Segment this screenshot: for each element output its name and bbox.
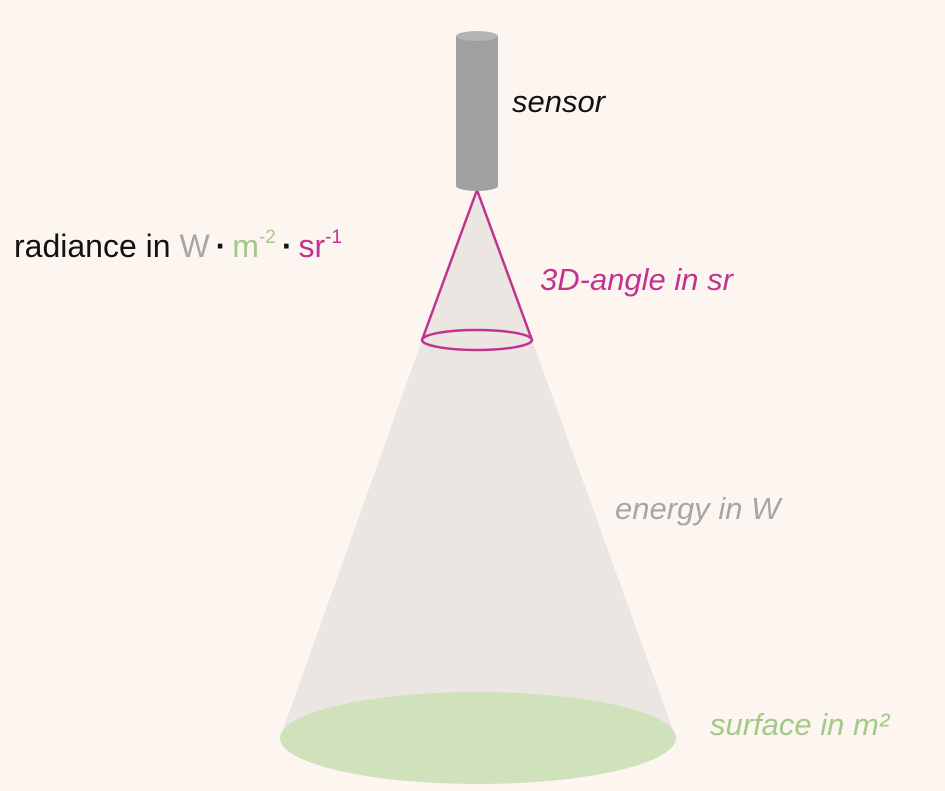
sensor-top: [456, 31, 498, 41]
formula-meter-base: m: [232, 228, 259, 264]
formula-sr-exponent: -1: [325, 227, 343, 249]
surface-ellipse: [280, 692, 676, 784]
sensor-label: sensor: [512, 84, 606, 119]
solid-angle-ellipse: [420, 328, 534, 352]
formula-prefix: radiance in: [14, 228, 180, 264]
formula-dot-2: ·: [281, 228, 293, 264]
formula-meter-exponent: -2: [258, 227, 276, 249]
formula-sr-base: sr: [298, 228, 326, 264]
formula-watt: W: [179, 228, 210, 264]
sensor-body: [456, 36, 498, 186]
solid-angle-label: 3D-angle in sr: [540, 262, 733, 297]
energy-beam: [280, 340, 676, 738]
sensor-bottom: [456, 181, 498, 191]
solid-angle-fill: [422, 190, 532, 340]
formula-meter: m-2: [232, 228, 276, 264]
formula-steradian: sr-1: [299, 228, 343, 264]
energy-label: energy in W: [615, 491, 781, 526]
radiance-formula: radiance in W · m-2 · sr-1: [14, 228, 343, 264]
formula-dot-1: ·: [215, 228, 227, 264]
surface-label: surface in m²: [710, 707, 890, 742]
